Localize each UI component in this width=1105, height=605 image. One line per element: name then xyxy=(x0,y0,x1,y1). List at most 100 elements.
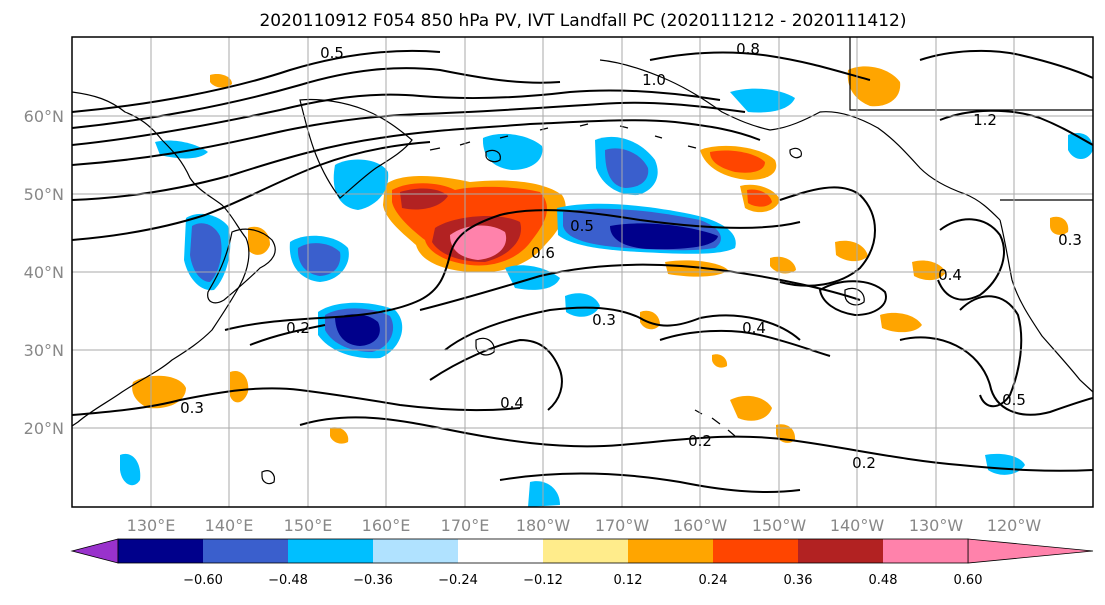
lon-tick-label: 130°E xyxy=(127,516,176,535)
alaska-coastline xyxy=(599,59,1001,221)
pv-negative-region xyxy=(190,223,222,282)
contour-labels: 0.5 0.6 0.5 0.3 0.2 0.3 0.4 0.4 0.2 0.2 … xyxy=(180,40,1082,472)
ivt-contour xyxy=(779,186,876,287)
pv-positive-region xyxy=(847,66,901,107)
ivt-contour xyxy=(224,209,801,331)
kamchatka-coastline xyxy=(299,98,413,199)
asia-coastline xyxy=(72,91,250,427)
colorbar-tick-label: −0.60 xyxy=(183,573,223,588)
colorbar-swatch xyxy=(713,539,798,563)
coastlines xyxy=(72,37,1093,485)
ivt-contour xyxy=(299,416,1093,472)
lon-tick-label: 140°W xyxy=(830,516,885,535)
pv-positive-region xyxy=(210,74,232,88)
colorbar-tick-label: −0.12 xyxy=(523,573,563,588)
ivt-contour xyxy=(419,263,861,311)
pv-negative-region xyxy=(610,223,718,250)
ivt-contour xyxy=(659,329,831,357)
lat-tick-label: 20°N xyxy=(24,419,64,438)
ivt-contour xyxy=(499,472,801,493)
colorbar-tick-label: 0.36 xyxy=(784,573,813,588)
pv-shading xyxy=(120,66,1093,507)
colorbar-swatch xyxy=(203,539,288,563)
lon-tick-label: 160°E xyxy=(362,516,411,535)
colorbar-swatch xyxy=(543,539,628,563)
lat-tick-label: 30°N xyxy=(24,341,64,360)
colorbar-swatch xyxy=(798,539,883,563)
contour-label: 0.2 xyxy=(286,319,310,337)
colorbar-extend-left xyxy=(70,538,119,564)
contour-label: 0.4 xyxy=(938,266,962,284)
pv-negative-region xyxy=(297,243,341,276)
pv-negative-region xyxy=(1068,132,1093,159)
ivt-contour xyxy=(72,387,521,416)
lon-tick-label: 150°E xyxy=(284,516,333,535)
pv-negative-region xyxy=(528,481,560,507)
colorbar-tick-label: −0.36 xyxy=(353,573,393,588)
pv-positive-region xyxy=(912,260,946,281)
pv-positive-region xyxy=(710,150,765,173)
pv-negative-region xyxy=(120,453,141,486)
contour-label: 0.2 xyxy=(852,454,876,472)
contour-label: 1.2 xyxy=(973,111,997,129)
colorbar-tick-label: 0.24 xyxy=(699,573,728,588)
colorbar-swatch xyxy=(628,539,713,563)
canada-border xyxy=(849,37,1093,201)
contour-label: 0.6 xyxy=(531,244,555,262)
contour-label: 0.2 xyxy=(688,432,712,450)
pv-negative-region xyxy=(565,293,600,317)
contour-label: 0.3 xyxy=(592,311,616,329)
ivt-contour xyxy=(72,67,561,129)
pv-positive-region xyxy=(712,354,728,368)
colorbar-swatch xyxy=(118,539,203,563)
map-frame xyxy=(71,36,1094,508)
contour-label: 1.0 xyxy=(642,71,666,89)
ivt-contour xyxy=(72,49,441,113)
colorbar-swatch xyxy=(288,539,373,563)
pv-positive-region xyxy=(665,260,728,277)
ivt-contour xyxy=(444,306,801,351)
pv-positive-region xyxy=(1050,216,1069,235)
lon-tick-label: 120°W xyxy=(987,516,1042,535)
colorbar-swatch xyxy=(458,539,543,563)
pv-positive-region xyxy=(132,375,186,409)
map-panel: 0.5 0.6 0.5 0.3 0.2 0.3 0.4 0.4 0.2 0.2 … xyxy=(71,36,1094,508)
latitude-ticks: 60°N 50°N 40°N 30°N 20°N xyxy=(24,107,64,438)
ivt-contour xyxy=(939,109,1093,146)
contour-label: 0.5 xyxy=(570,217,594,235)
ivt-contour xyxy=(919,49,1093,79)
pacific-island xyxy=(485,149,501,163)
japan-coastline xyxy=(207,228,276,304)
colorbar-frame xyxy=(117,538,969,564)
ivt-contour xyxy=(72,101,746,166)
pv-positive-region xyxy=(330,427,349,444)
colorbar: −0.60 −0.48 −0.36 −0.24 −0.12 0.12 0.24 … xyxy=(70,538,1094,588)
pv-negative-region xyxy=(605,148,649,188)
pv-positive-region xyxy=(730,395,772,421)
ivt-contour xyxy=(72,141,431,241)
lat-tick-label: 40°N xyxy=(24,263,64,282)
ivt-contour xyxy=(899,336,1093,416)
contour-label: 0.3 xyxy=(1058,231,1082,249)
lon-tick-label: 130°W xyxy=(909,516,964,535)
colorbar-swatch xyxy=(373,539,458,563)
colorbar-tick-label: 0.12 xyxy=(614,573,643,588)
lon-tick-label: 170°E xyxy=(441,516,490,535)
pv-negative-region xyxy=(333,159,389,210)
longitude-ticks: 130°E 140°E 150°E 160°E 170°E 180°W 170°… xyxy=(127,516,1042,535)
gridlines xyxy=(72,37,1093,507)
pacific-island xyxy=(789,147,802,159)
contour-label: 0.3 xyxy=(180,399,204,417)
pv-positive-region xyxy=(770,256,796,274)
hawaii-islands xyxy=(694,409,736,437)
contour-label: 0.5 xyxy=(1002,391,1026,409)
contour-label: 0.8 xyxy=(736,40,760,58)
lon-tick-label: 140°E xyxy=(205,516,254,535)
north-america-coastline xyxy=(999,219,1093,393)
lat-tick-label: 60°N xyxy=(24,107,64,126)
contour-label: 0.5 xyxy=(320,44,344,62)
pv-positive-region xyxy=(450,225,507,260)
lon-tick-label: 150°W xyxy=(752,516,807,535)
